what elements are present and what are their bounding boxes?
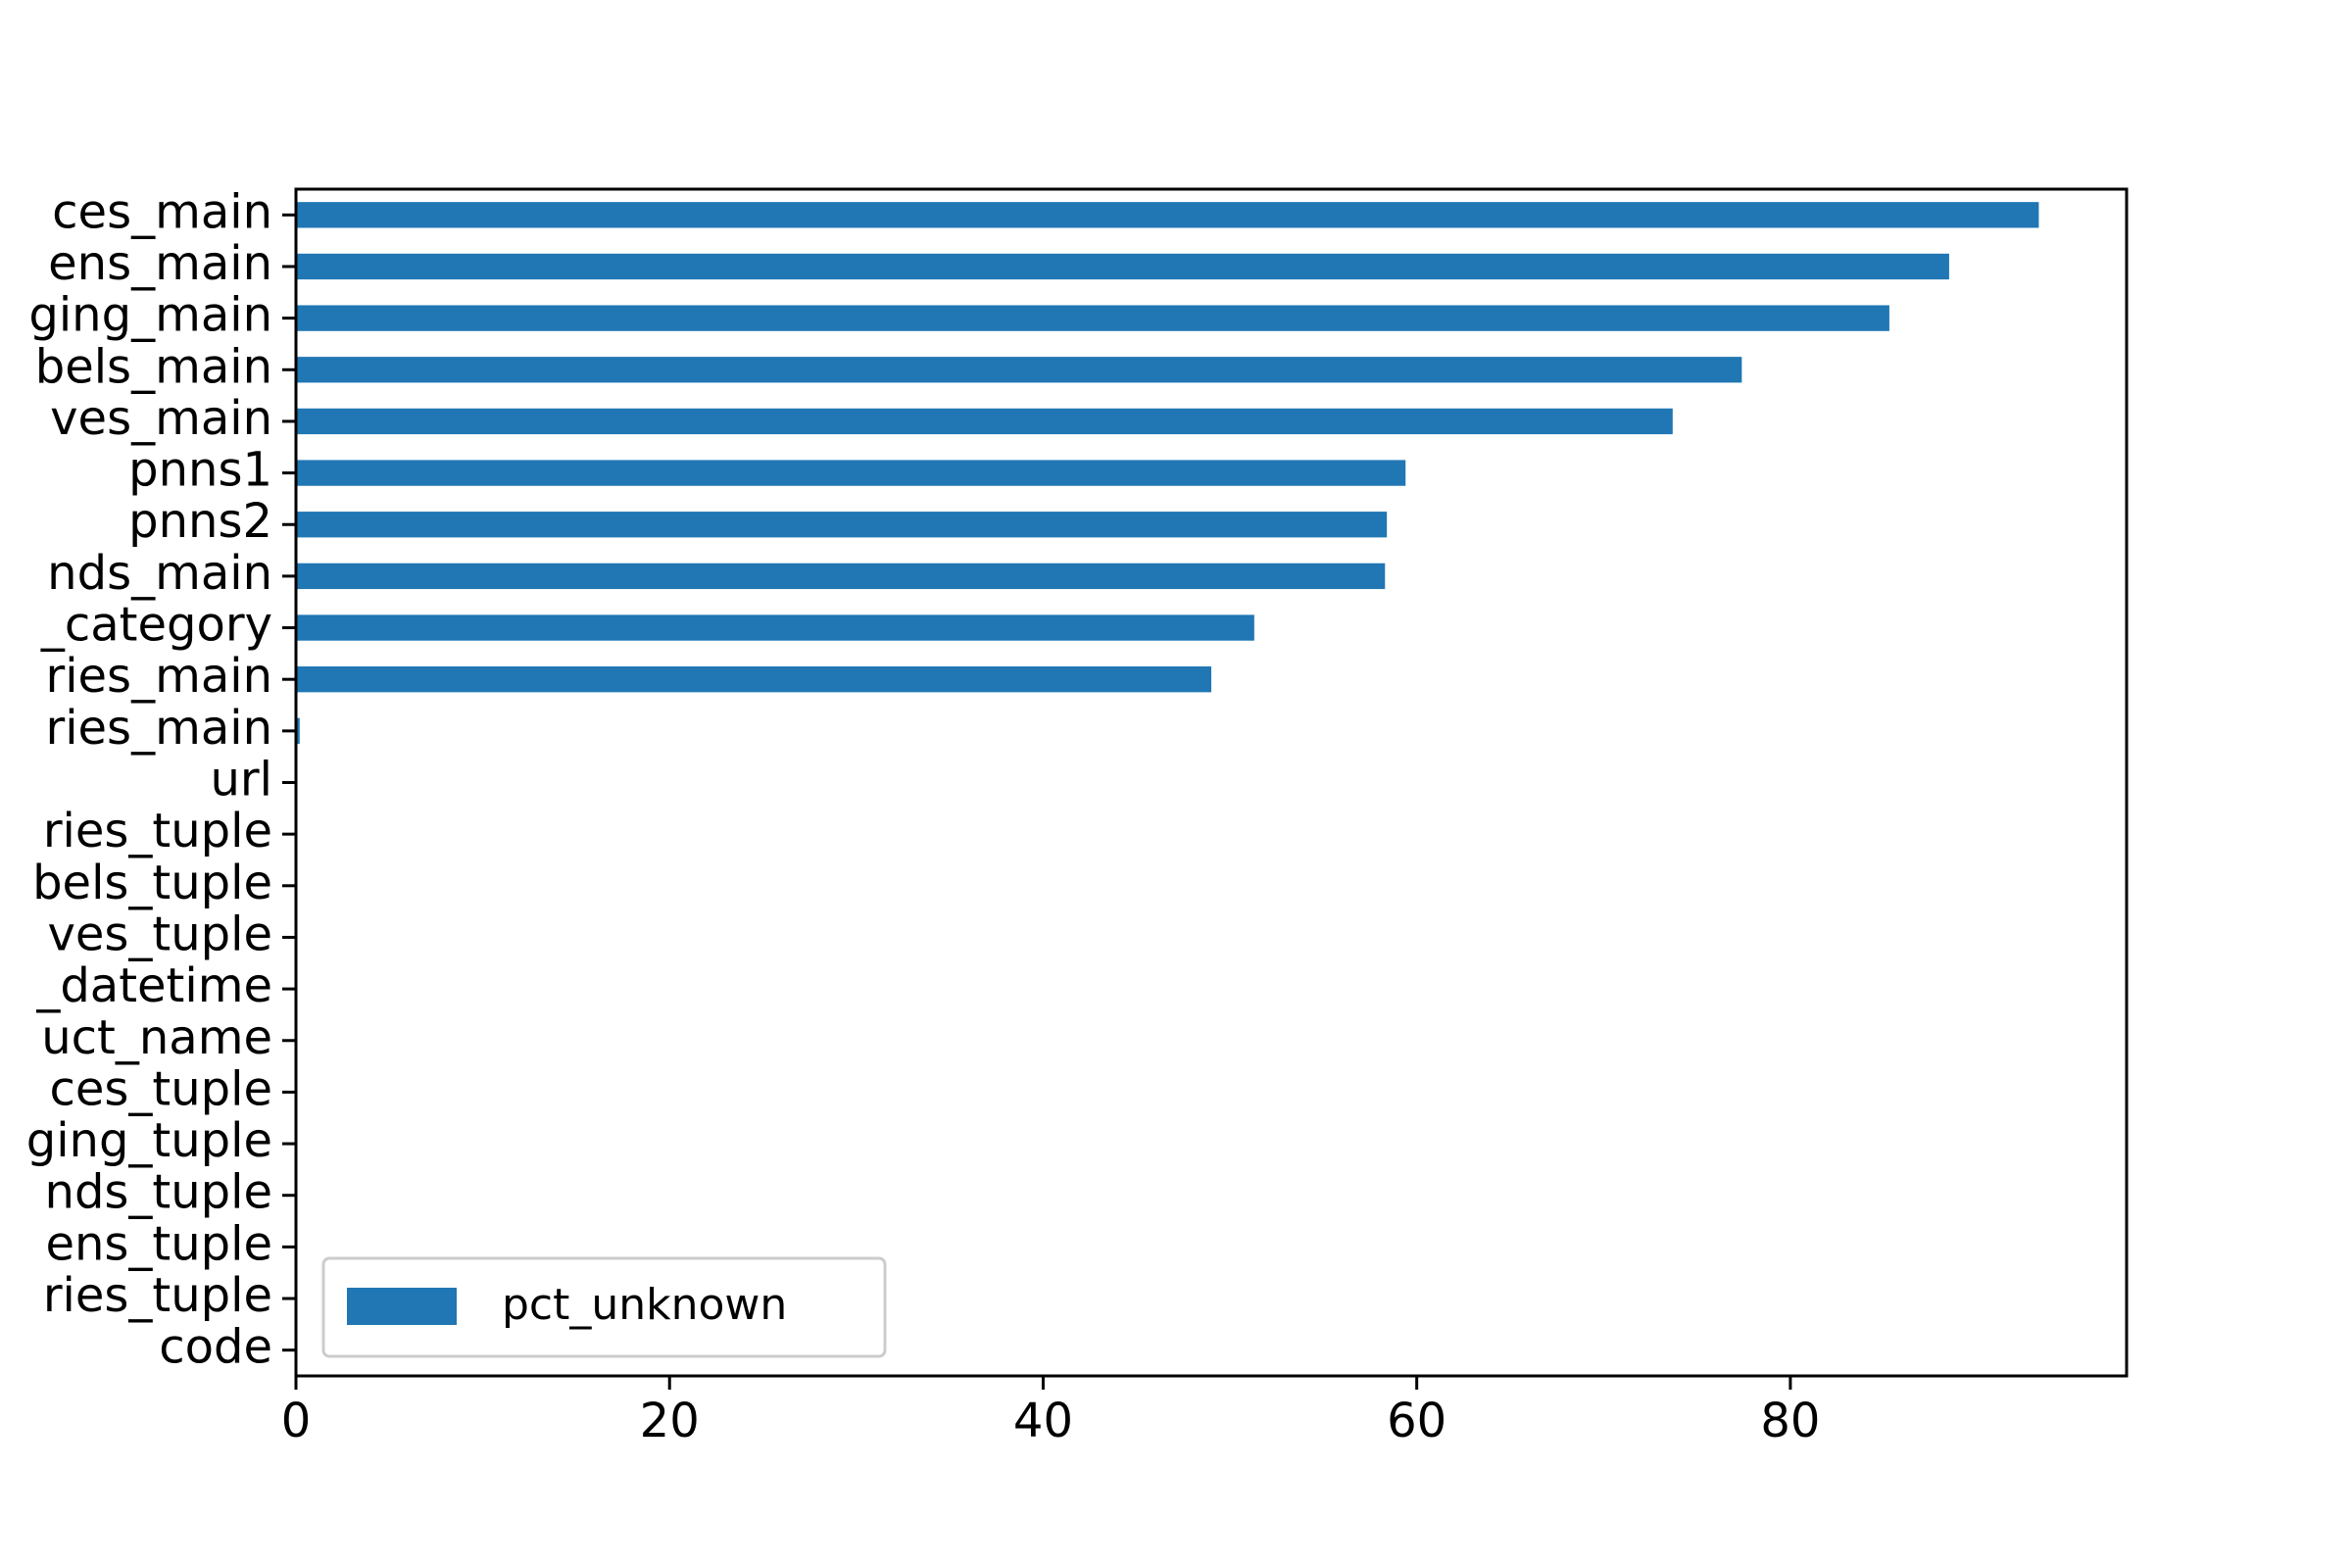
y-tick-label: _category (40, 598, 272, 653)
y-tick-label: pnns1 (128, 443, 272, 498)
x-tick-label: 20 (640, 1394, 700, 1448)
legend: pct_unknown (321, 1256, 887, 1358)
y-tick-label: nds_tuple (45, 1165, 272, 1220)
y-tick-label: bels_tuple (32, 856, 272, 910)
bar (296, 357, 1742, 383)
legend-box (321, 1256, 887, 1358)
bar (296, 202, 2039, 228)
legend-swatch (347, 1288, 457, 1325)
y-tick-label: ves_main (50, 391, 272, 446)
y-tick-label: ging_main (28, 288, 272, 343)
x-tick-label: 60 (1387, 1394, 1446, 1448)
bar (296, 460, 1406, 486)
legend-label: pct_unknown (502, 1280, 787, 1330)
y-tick-label: ries_tuple (43, 1268, 272, 1323)
y-tick-label: ces_tuple (49, 1061, 272, 1116)
y-tick-label: url (211, 753, 273, 808)
bars-group (296, 202, 2039, 745)
x-tick-label: 80 (1760, 1394, 1820, 1448)
axes-frame (294, 187, 2129, 1378)
x-tick-label: 0 (281, 1394, 312, 1448)
y-tick-label: ens_main (48, 236, 272, 291)
bar (296, 512, 1388, 538)
y-tick-label: ves_tuple (47, 906, 272, 961)
y-tick-label: ries_tuple (43, 804, 272, 858)
bar (296, 253, 1949, 280)
y-tick-label: ces_main (52, 184, 272, 239)
x-tick-label: 40 (1013, 1394, 1073, 1448)
y-tick-label: ries_main (45, 649, 272, 704)
y-tick-label: nds_main (47, 546, 272, 601)
y-tick-label: bels_main (35, 339, 272, 394)
y-tick-label: _datetime (35, 958, 272, 1013)
y-tick-label: code (159, 1320, 272, 1375)
y-tick-labels: ces_mainens_mainging_mainbels_mainves_ma… (26, 184, 296, 1375)
y-tick-label: ens_tuple (45, 1216, 272, 1271)
x-tick-labels: 0 20 40 60 80 (281, 1376, 1820, 1448)
bar (296, 408, 1673, 435)
bar (296, 563, 1386, 590)
y-tick-label: ging_tuple (26, 1113, 272, 1168)
bar (296, 666, 1211, 693)
bar (296, 305, 1889, 331)
y-tick-label: uct_name (41, 1010, 272, 1065)
bar (296, 614, 1254, 641)
y-tick-label: ries_main (45, 701, 272, 756)
bar (296, 717, 300, 745)
y-tick-label: pnns2 (128, 494, 272, 549)
